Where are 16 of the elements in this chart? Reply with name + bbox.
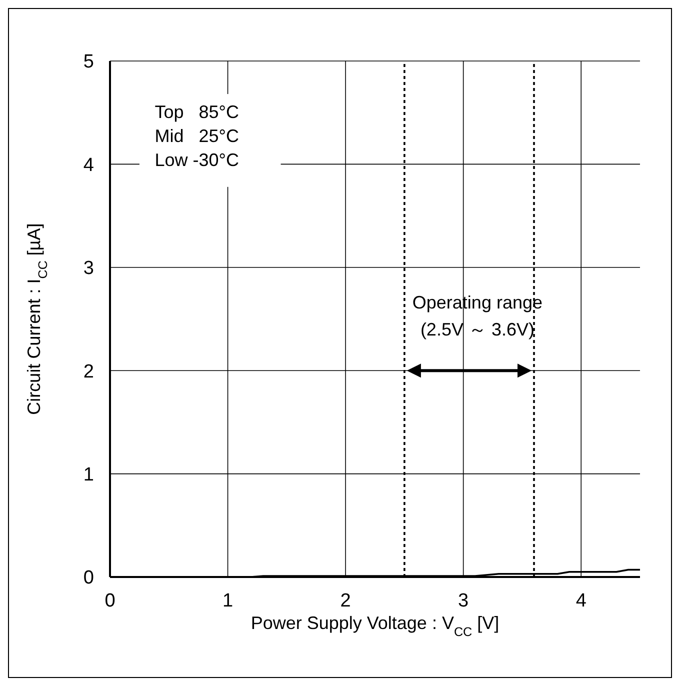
x-tick-label: 0 [104, 590, 116, 612]
y-tick-label: 2 [83, 361, 94, 382]
x-axis-title: Power Supply Voltage : V$_{CC}$ [V] [250, 613, 500, 639]
annotation: (2.5V ～ 3.6V) [420, 320, 534, 340]
annotation: Top 85°C [154, 102, 240, 122]
x-tick-label: 1 [222, 590, 234, 612]
x-tick-label: 3 [458, 590, 469, 612]
annotation: Low -30°C [154, 150, 239, 170]
annotation: Mid 25°C [154, 126, 239, 146]
x-tick-label: 2 [340, 590, 351, 612]
y-tick-label: 0 [83, 568, 94, 589]
y-tick-label: 1 [83, 464, 94, 486]
y-tick-label: 3 [83, 258, 94, 280]
y-tick-label: 4 [83, 154, 94, 176]
x-tick-label: 4 [576, 590, 587, 612]
y-tick-label: 5 [83, 52, 94, 73]
